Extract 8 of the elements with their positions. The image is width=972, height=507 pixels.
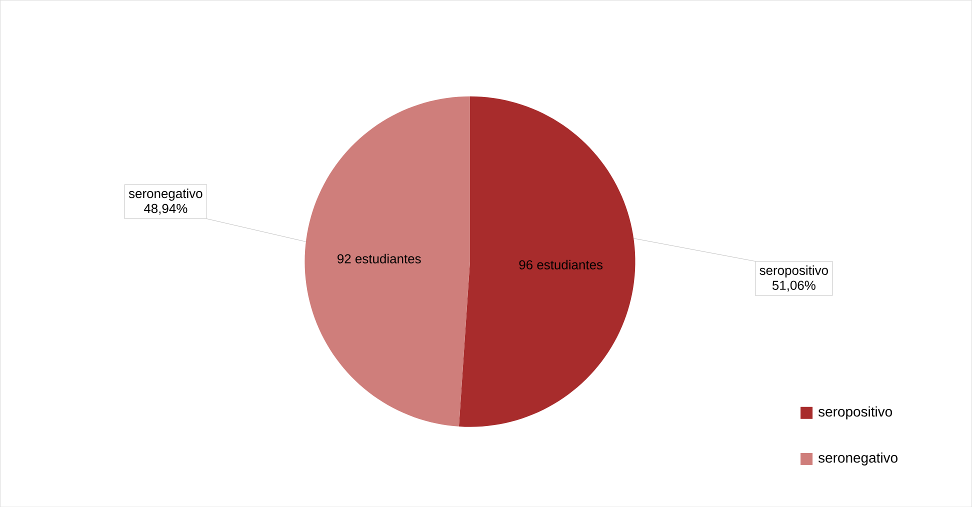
legend-label: seronegativo: [818, 452, 898, 466]
slice-label: seronegativo: [128, 188, 202, 201]
legend-label: seropositivo: [818, 406, 892, 420]
slice-label: seropositivo: [760, 265, 828, 278]
text: 51,06%: [772, 280, 816, 292]
data-label: 96 estudiantes: [519, 260, 603, 270]
text: 48,94%: [144, 204, 188, 215]
data-label: 92 estudiantes: [338, 254, 421, 264]
